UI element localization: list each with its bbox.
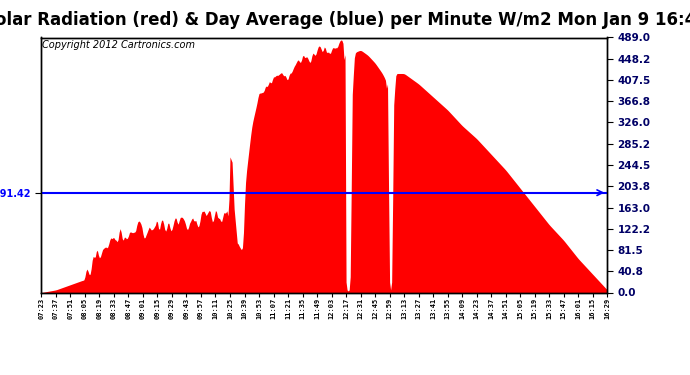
Text: Solar Radiation (red) & Day Average (blue) per Minute W/m2 Mon Jan 9 16:41: Solar Radiation (red) & Day Average (blu… xyxy=(0,11,690,29)
Text: Copyright 2012 Cartronics.com: Copyright 2012 Cartronics.com xyxy=(42,40,195,50)
